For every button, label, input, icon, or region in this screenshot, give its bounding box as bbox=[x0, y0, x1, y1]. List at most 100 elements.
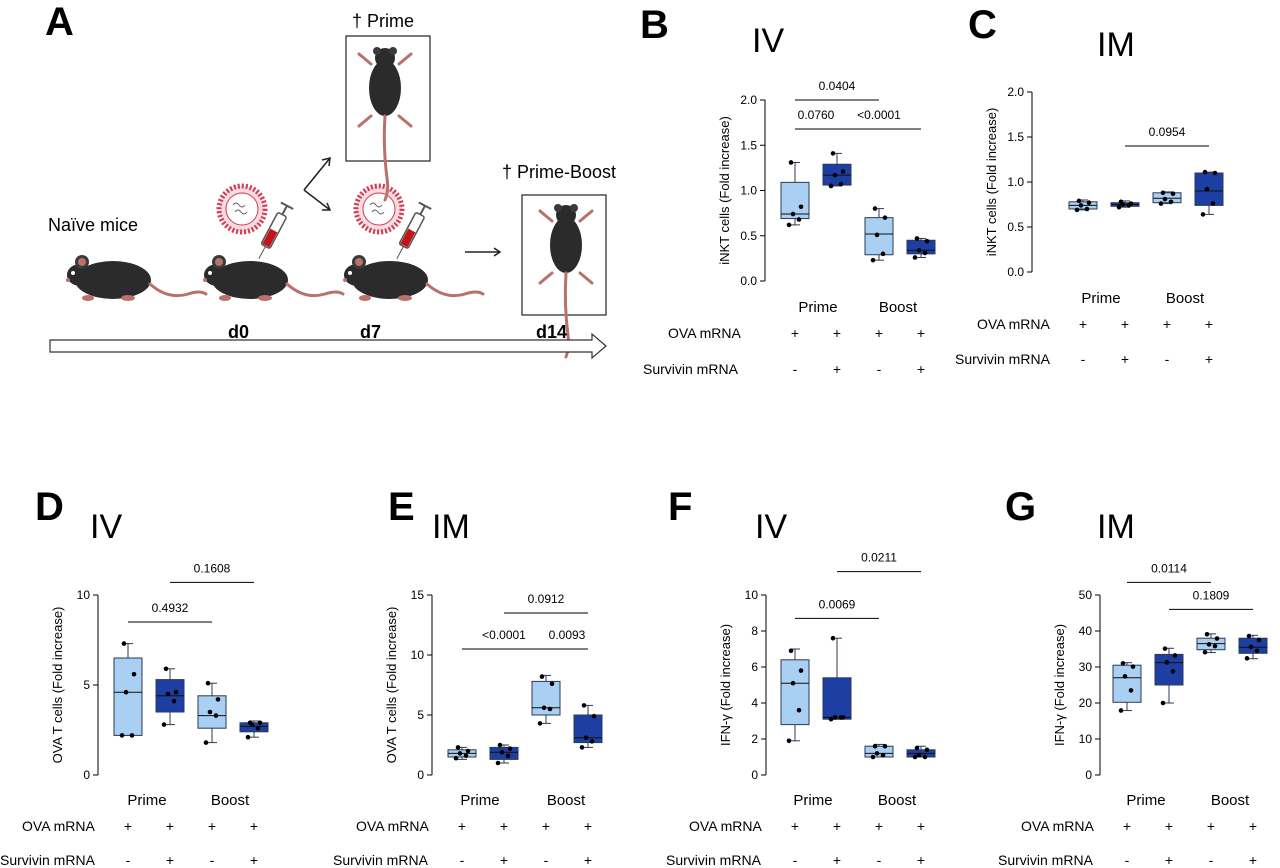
group-label: Prime bbox=[793, 792, 832, 809]
box-1 bbox=[113, 641, 143, 738]
data-point bbox=[1074, 207, 1080, 213]
data-point bbox=[457, 751, 463, 756]
treatment-row-label: OVA mRNA bbox=[668, 325, 742, 341]
treatment-sign: + bbox=[500, 852, 508, 868]
data-point bbox=[922, 250, 928, 256]
data-point bbox=[1204, 631, 1210, 637]
y-tick-label: 1.0 bbox=[1007, 175, 1024, 189]
box-4 bbox=[906, 745, 936, 760]
p-value-label: 0.4932 bbox=[152, 601, 189, 615]
data-point bbox=[1246, 633, 1252, 639]
y-tick-label: 1.5 bbox=[740, 138, 757, 152]
p-value-label: 0.0114 bbox=[1151, 561, 1187, 575]
treatment-sign: - bbox=[793, 852, 798, 868]
y-tick-label: 10 bbox=[745, 588, 759, 602]
treatment-row-label: OVA mRNA bbox=[356, 818, 430, 834]
data-point bbox=[912, 754, 918, 760]
treatment-sign: + bbox=[500, 818, 508, 834]
data-point bbox=[1214, 636, 1220, 641]
box-iqr bbox=[531, 680, 561, 716]
box-3 bbox=[1152, 190, 1182, 206]
treatment-sign: + bbox=[1207, 818, 1215, 834]
box-3 bbox=[1196, 631, 1226, 655]
data-point bbox=[1162, 646, 1168, 651]
y-tick-label: 1.0 bbox=[740, 184, 757, 198]
box-3 bbox=[864, 743, 894, 760]
data-point bbox=[129, 733, 135, 738]
box-4 bbox=[906, 236, 936, 260]
data-point bbox=[495, 760, 501, 766]
schematic-graphic bbox=[49, 35, 607, 360]
treatment-sign: + bbox=[542, 818, 550, 834]
data-point bbox=[1118, 708, 1124, 713]
box-iqr bbox=[864, 745, 894, 758]
data-point bbox=[537, 721, 543, 726]
group-label: Boost bbox=[1166, 290, 1205, 307]
data-point bbox=[872, 206, 878, 211]
treatment-sign: + bbox=[208, 818, 216, 834]
group-label: Prime bbox=[798, 299, 837, 316]
data-point bbox=[245, 734, 251, 740]
data-point bbox=[870, 257, 876, 263]
data-point bbox=[786, 222, 792, 228]
treatment-sign: - bbox=[793, 361, 798, 377]
treatment-sign: + bbox=[1249, 818, 1257, 834]
data-point bbox=[1076, 198, 1082, 204]
data-point bbox=[1210, 201, 1216, 206]
data-point bbox=[828, 716, 834, 722]
data-point bbox=[1160, 700, 1166, 706]
treatment-sign: + bbox=[1165, 852, 1173, 868]
data-point bbox=[453, 755, 459, 761]
data-point bbox=[1128, 201, 1134, 206]
data-point bbox=[1158, 201, 1164, 206]
box-2 bbox=[1154, 646, 1184, 706]
box-3 bbox=[531, 674, 561, 726]
data-point bbox=[798, 668, 804, 673]
naive-mice-label: Naïve mice bbox=[48, 215, 139, 235]
y-tick-label: 2 bbox=[751, 732, 758, 746]
data-point bbox=[796, 707, 802, 713]
treatment-row-label: Survivin mRNA bbox=[955, 351, 1051, 367]
y-tick-label: 10 bbox=[411, 648, 425, 662]
data-point bbox=[1086, 200, 1092, 205]
box-2 bbox=[155, 666, 185, 727]
panel-letter-a: A bbox=[45, 0, 74, 44]
group-label: Boost bbox=[878, 792, 917, 809]
p-value-label: 0.0093 bbox=[549, 628, 586, 642]
treatment-sign: - bbox=[544, 852, 549, 868]
box-2 bbox=[822, 635, 852, 722]
data-point bbox=[832, 172, 838, 178]
arrow-icon bbox=[303, 157, 502, 257]
data-point bbox=[882, 743, 888, 749]
p-value-label: 0.0954 bbox=[1149, 125, 1186, 139]
data-point bbox=[505, 753, 511, 759]
data-point bbox=[914, 745, 920, 751]
data-point bbox=[796, 217, 802, 222]
data-point bbox=[583, 735, 589, 741]
box-4 bbox=[239, 720, 269, 740]
group-label: Prime bbox=[1081, 290, 1120, 307]
data-point bbox=[257, 720, 263, 726]
p-value-label: 0.0760 bbox=[798, 108, 835, 122]
group-label: Boost bbox=[211, 792, 250, 809]
y-tick-label: 2.0 bbox=[1007, 85, 1024, 99]
data-point bbox=[1212, 170, 1218, 176]
data-point bbox=[882, 215, 888, 220]
treatment-sign: + bbox=[166, 818, 174, 834]
data-point bbox=[507, 746, 513, 751]
treatment-sign: + bbox=[917, 361, 925, 377]
route-label: IM bbox=[1097, 508, 1135, 546]
treatment-sign: + bbox=[1079, 316, 1087, 332]
data-point bbox=[215, 697, 221, 702]
y-tick-label: 30 bbox=[1079, 660, 1093, 674]
data-point bbox=[1122, 674, 1128, 679]
data-point bbox=[255, 725, 261, 731]
data-point bbox=[790, 211, 796, 217]
y-tick-label: 6 bbox=[751, 660, 758, 674]
data-point bbox=[832, 715, 838, 720]
treatment-row-label: Survivin mRNA bbox=[643, 361, 739, 377]
treatment-sign: - bbox=[126, 852, 131, 868]
data-point bbox=[549, 681, 555, 687]
panel-letter: E bbox=[388, 485, 415, 529]
